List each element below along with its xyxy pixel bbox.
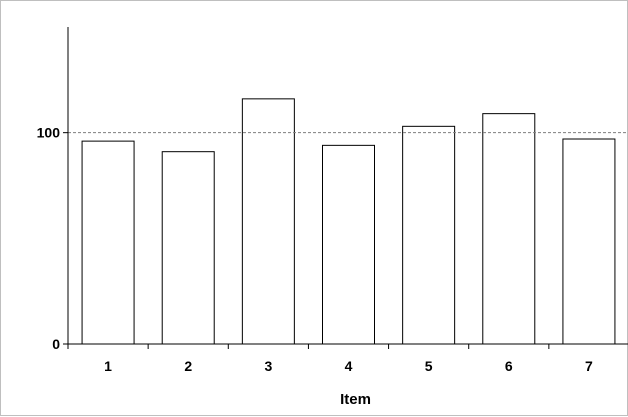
bars-group	[81, 98, 616, 345]
y-tick-label-100: 100	[37, 125, 61, 141]
x-tick-label-3: 3	[264, 358, 272, 374]
bar-item-6	[482, 113, 536, 345]
x-tick-label-2: 2	[184, 358, 192, 374]
bar-item-5	[402, 125, 456, 345]
bar-item-1	[81, 140, 135, 345]
bar-item-4	[322, 144, 375, 345]
x-tick-label-4: 4	[345, 358, 353, 374]
y-ticks-group: 0 100	[37, 125, 68, 352]
x-tick-label-1: 1	[104, 358, 112, 374]
bar-item-2	[161, 151, 215, 345]
x-tick-label-6: 6	[505, 358, 513, 374]
x-tick-label-5: 5	[425, 358, 433, 374]
x-ticks-group: 1 2 3 4 5 6 7	[67, 344, 593, 374]
y-tick-label-0: 0	[52, 336, 60, 352]
bar-item-7	[562, 138, 616, 345]
bar-item-3	[241, 98, 295, 345]
x-axis-title: Item	[340, 391, 371, 408]
x-tick-label-7: 7	[585, 358, 593, 374]
